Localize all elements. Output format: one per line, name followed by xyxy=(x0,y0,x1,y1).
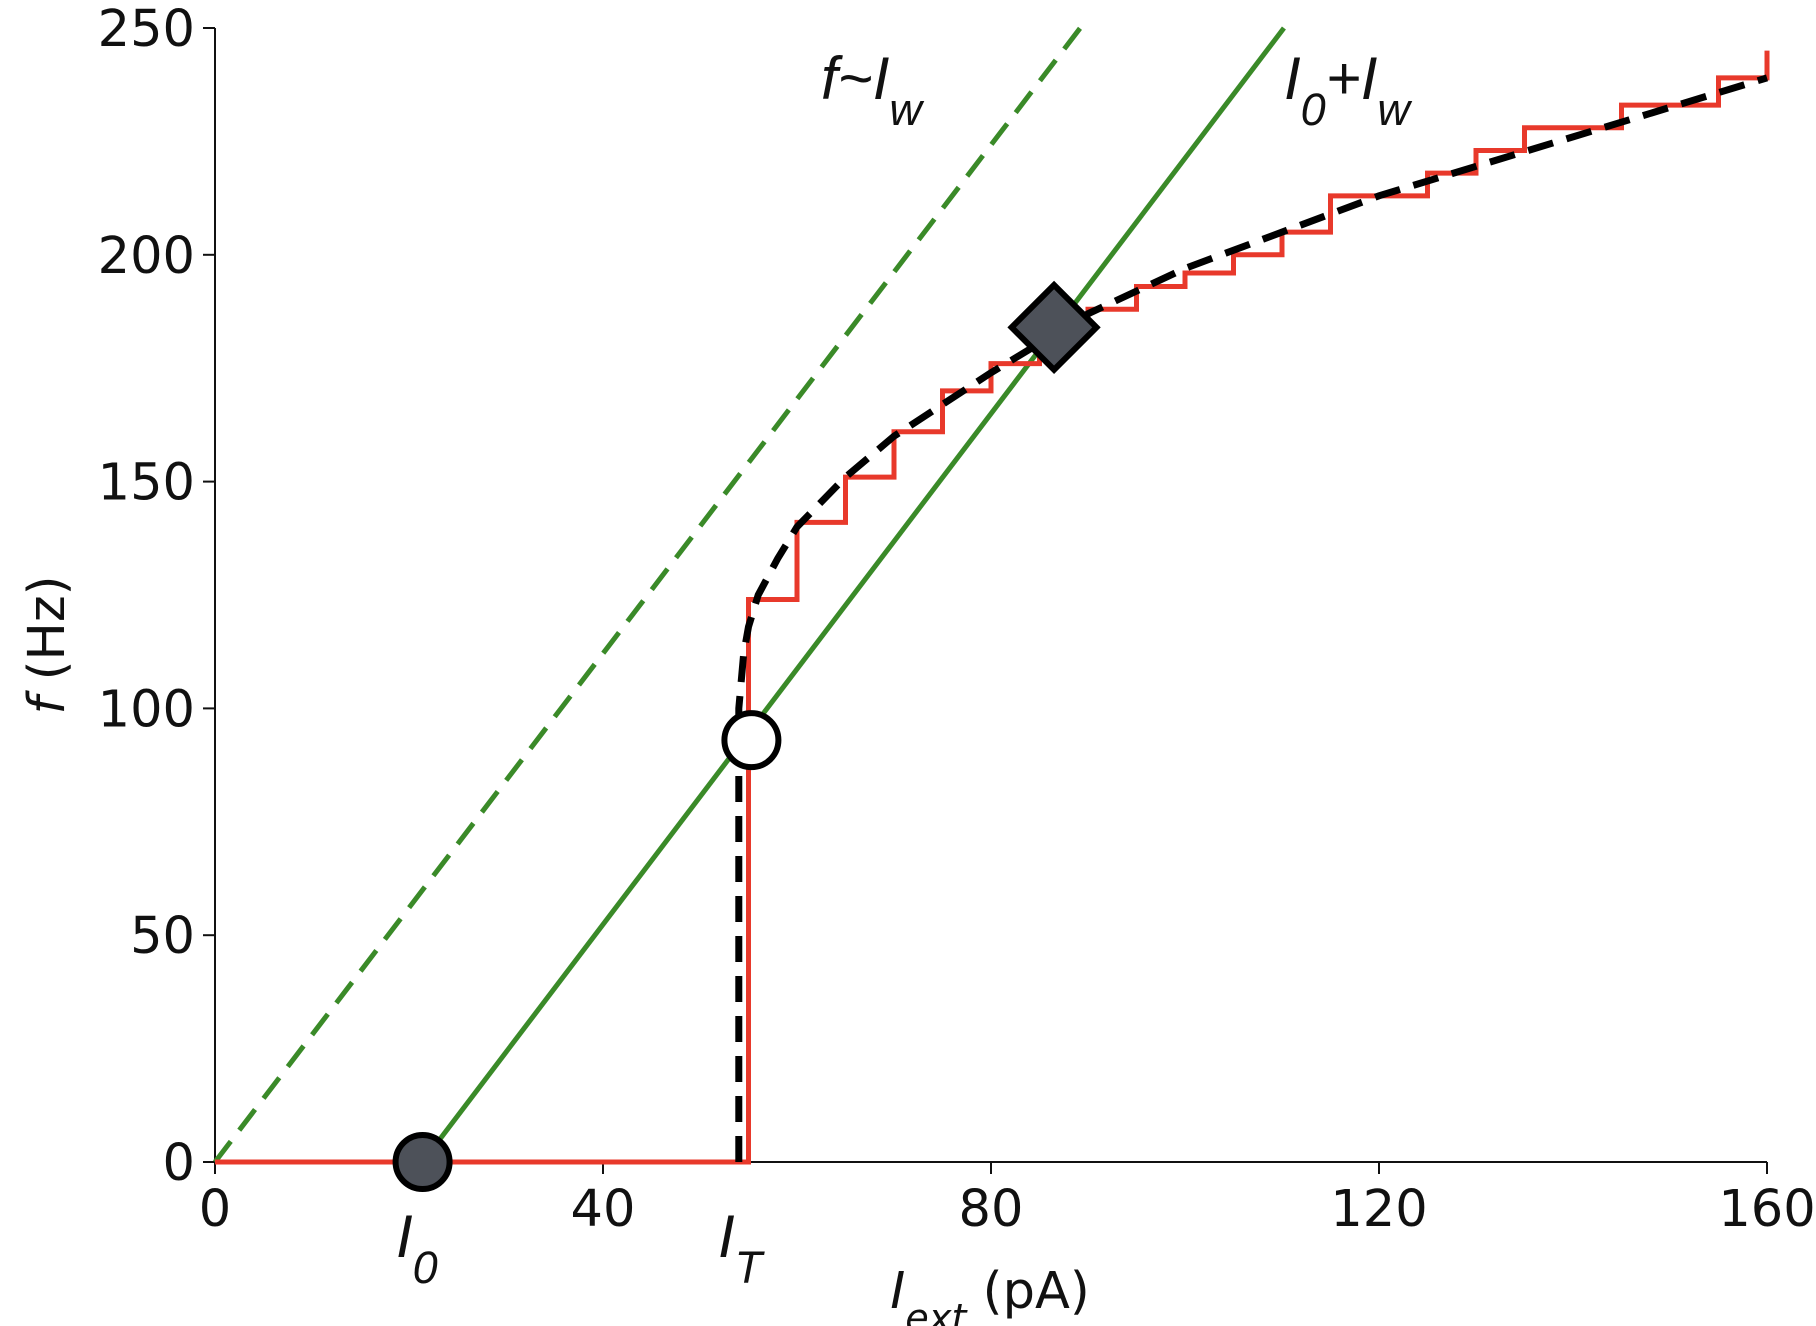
y-tick-label: 0 xyxy=(163,1134,195,1193)
text-part: 0 xyxy=(413,1242,438,1293)
y-tick-label: 250 xyxy=(98,0,195,59)
marker xyxy=(1007,280,1101,375)
line-series xyxy=(215,50,1770,1165)
text-part: T xyxy=(735,1242,766,1293)
annotation: I0+Iw xyxy=(1284,45,1412,135)
y-tick-label: 200 xyxy=(98,227,195,286)
y-tick-label: 150 xyxy=(98,454,195,513)
line-series xyxy=(213,26,1083,1164)
text-part: (pA) xyxy=(966,1262,1089,1321)
text-part: I xyxy=(890,1262,905,1321)
annotation: IT xyxy=(718,1203,766,1293)
x-tick-label: 120 xyxy=(1330,1180,1427,1239)
text-part: ext xyxy=(905,1296,968,1326)
x-axis-label: Iext (pA) xyxy=(890,1262,1090,1326)
y-tick-label: 100 xyxy=(98,680,195,739)
y-tick-label: 50 xyxy=(130,907,195,966)
text-part: f~I xyxy=(821,45,889,112)
marker xyxy=(721,710,782,771)
text-part: w xyxy=(889,84,924,135)
text-part: +I xyxy=(1326,45,1378,112)
text-part: I xyxy=(396,1203,413,1270)
line-series xyxy=(735,74,1769,1162)
text-part: I xyxy=(1284,45,1301,112)
x-tick-label: 80 xyxy=(959,1180,1024,1239)
x-tick-label: 40 xyxy=(571,1180,636,1239)
text-part: 0 xyxy=(1301,84,1326,135)
marker xyxy=(392,1132,453,1192)
x-tick-label: 0 xyxy=(199,1180,231,1239)
x-tick-label: 160 xyxy=(1718,1180,1815,1239)
text-part: I xyxy=(718,1203,735,1270)
annotation: f~Iw xyxy=(821,45,924,135)
annotation: I0 xyxy=(396,1203,438,1293)
line-series xyxy=(420,26,1286,1164)
y-axis-label: f (Hz) xyxy=(18,575,77,714)
text-part: (Hz) xyxy=(18,575,77,696)
text-part: w xyxy=(1377,84,1412,135)
